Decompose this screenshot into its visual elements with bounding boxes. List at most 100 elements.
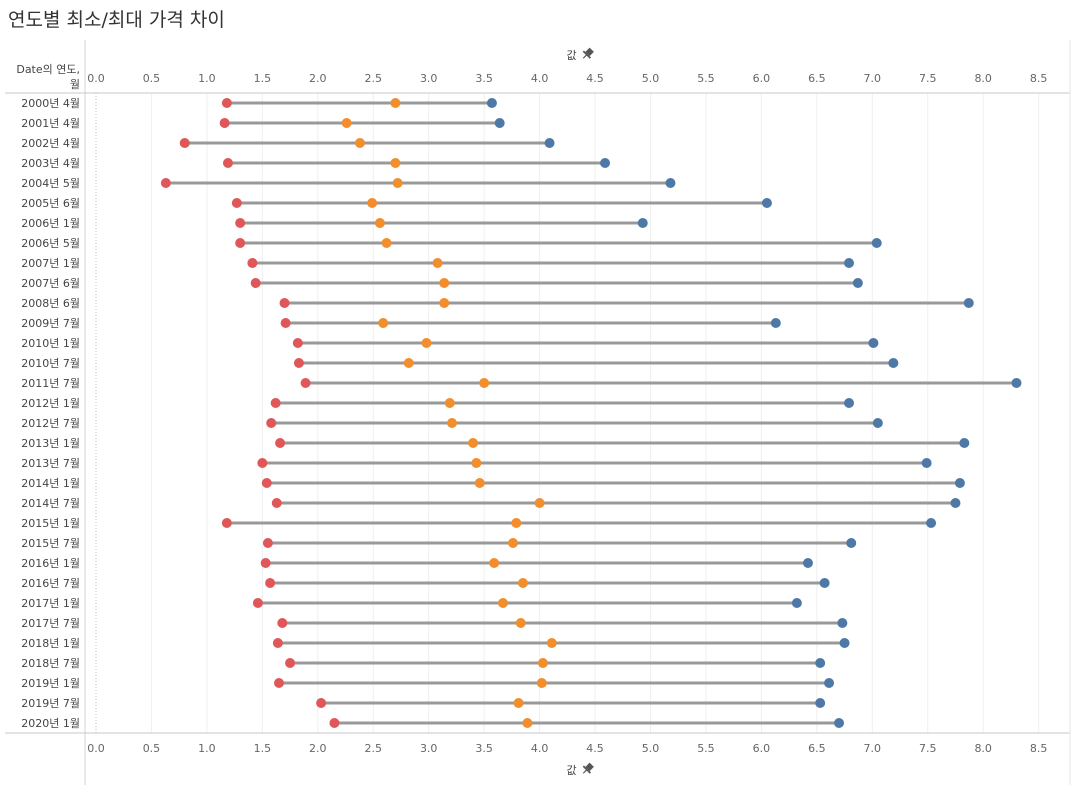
mid-point[interactable] xyxy=(471,458,482,468)
mid-point[interactable] xyxy=(474,478,485,488)
min-point[interactable] xyxy=(292,338,303,348)
mid-point[interactable] xyxy=(390,98,401,108)
min-point[interactable] xyxy=(271,498,282,508)
mid-point[interactable] xyxy=(392,178,403,188)
mid-point[interactable] xyxy=(432,258,443,268)
mid-point[interactable] xyxy=(444,398,455,408)
max-point[interactable] xyxy=(837,618,848,628)
max-point[interactable] xyxy=(954,478,965,488)
mid-point[interactable] xyxy=(534,498,545,508)
max-point[interactable] xyxy=(637,218,648,228)
min-point[interactable] xyxy=(235,238,246,248)
min-point[interactable] xyxy=(272,638,283,648)
min-point[interactable] xyxy=(329,718,340,728)
max-point[interactable] xyxy=(600,158,611,168)
min-point[interactable] xyxy=(261,478,272,488)
min-point[interactable] xyxy=(270,398,281,408)
max-point[interactable] xyxy=(844,258,855,268)
min-point[interactable] xyxy=(221,518,232,528)
min-point[interactable] xyxy=(235,218,246,228)
min-point[interactable] xyxy=(250,278,261,288)
mid-point[interactable] xyxy=(374,218,385,228)
min-point[interactable] xyxy=(265,578,276,588)
min-point[interactable] xyxy=(260,558,271,568)
mid-point[interactable] xyxy=(507,538,518,548)
max-point[interactable] xyxy=(963,298,974,308)
mid-point[interactable] xyxy=(522,718,533,728)
max-point[interactable] xyxy=(839,638,850,648)
max-point[interactable] xyxy=(824,678,835,688)
mid-point[interactable] xyxy=(381,238,392,248)
mid-point[interactable] xyxy=(446,418,457,428)
min-point[interactable] xyxy=(316,698,327,708)
min-point[interactable] xyxy=(277,618,288,628)
mid-point[interactable] xyxy=(517,578,528,588)
min-point[interactable] xyxy=(293,358,304,368)
min-point[interactable] xyxy=(252,598,263,608)
min-point[interactable] xyxy=(273,678,284,688)
min-point[interactable] xyxy=(160,178,171,188)
min-point[interactable] xyxy=(280,318,291,328)
min-point[interactable] xyxy=(247,258,258,268)
mid-point[interactable] xyxy=(390,158,401,168)
max-point[interactable] xyxy=(950,498,961,508)
min-point[interactable] xyxy=(219,118,230,128)
max-point[interactable] xyxy=(815,698,826,708)
max-point[interactable] xyxy=(852,278,863,288)
mid-point[interactable] xyxy=(439,298,450,308)
pin-icon[interactable] xyxy=(580,761,596,777)
min-point[interactable] xyxy=(179,138,190,148)
mid-point[interactable] xyxy=(421,338,432,348)
min-point[interactable] xyxy=(275,438,286,448)
mid-point[interactable] xyxy=(378,318,389,328)
max-point[interactable] xyxy=(872,418,883,428)
max-point[interactable] xyxy=(544,138,555,148)
max-point[interactable] xyxy=(819,578,830,588)
max-point[interactable] xyxy=(770,318,781,328)
min-point[interactable] xyxy=(231,198,242,208)
max-point[interactable] xyxy=(761,198,772,208)
row-label: 2015년 7월 xyxy=(21,537,80,550)
max-point[interactable] xyxy=(791,598,802,608)
max-point[interactable] xyxy=(959,438,970,448)
mid-point[interactable] xyxy=(354,138,365,148)
x-tick-label-bottom: 7.0 xyxy=(864,742,882,755)
mid-point[interactable] xyxy=(498,598,509,608)
max-point[interactable] xyxy=(665,178,676,188)
max-point[interactable] xyxy=(888,358,899,368)
max-point[interactable] xyxy=(844,398,855,408)
mid-point[interactable] xyxy=(513,698,524,708)
mid-point[interactable] xyxy=(341,118,352,128)
min-point[interactable] xyxy=(279,298,290,308)
mid-point[interactable] xyxy=(439,278,450,288)
mid-point[interactable] xyxy=(489,558,500,568)
min-point[interactable] xyxy=(266,418,277,428)
max-point[interactable] xyxy=(802,558,813,568)
mid-point[interactable] xyxy=(403,358,414,368)
max-point[interactable] xyxy=(871,238,882,248)
mid-point[interactable] xyxy=(546,638,557,648)
min-point[interactable] xyxy=(285,658,296,668)
min-point[interactable] xyxy=(262,538,273,548)
min-point[interactable] xyxy=(257,458,268,468)
max-point[interactable] xyxy=(1011,378,1022,388)
max-point[interactable] xyxy=(834,718,845,728)
min-point[interactable] xyxy=(300,378,311,388)
max-point[interactable] xyxy=(486,98,497,108)
mid-point[interactable] xyxy=(479,378,490,388)
min-point[interactable] xyxy=(222,158,233,168)
max-point[interactable] xyxy=(815,658,826,668)
mid-point[interactable] xyxy=(468,438,479,448)
mid-point[interactable] xyxy=(511,518,522,528)
max-point[interactable] xyxy=(926,518,937,528)
mid-point[interactable] xyxy=(367,198,378,208)
max-point[interactable] xyxy=(846,538,857,548)
min-point[interactable] xyxy=(221,98,232,108)
mid-point[interactable] xyxy=(515,618,526,628)
mid-point[interactable] xyxy=(536,678,547,688)
max-point[interactable] xyxy=(494,118,505,128)
max-point[interactable] xyxy=(868,338,879,348)
max-point[interactable] xyxy=(921,458,932,468)
pin-icon[interactable] xyxy=(580,46,596,62)
mid-point[interactable] xyxy=(537,658,548,668)
